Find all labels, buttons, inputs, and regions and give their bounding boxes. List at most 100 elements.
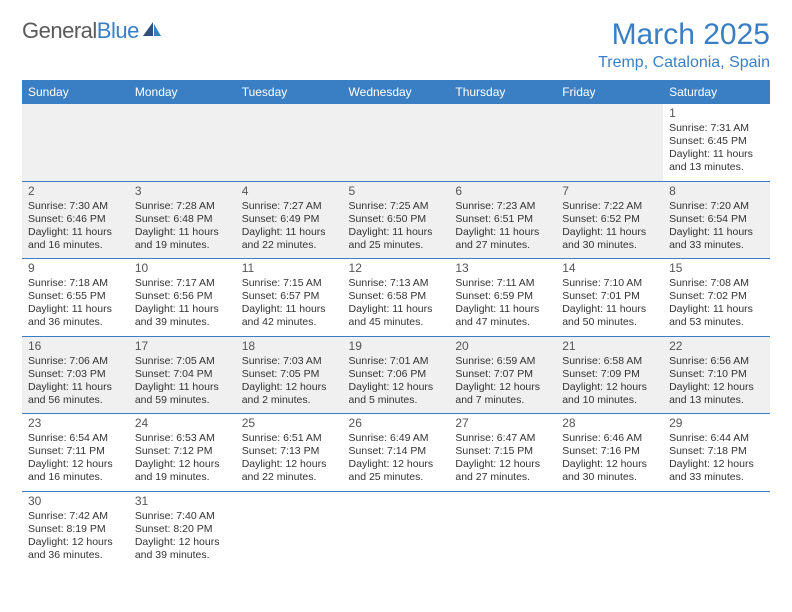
logo: GeneralBlue: [22, 18, 163, 44]
day-detail: Sunrise: 7:25 AMSunset: 6:50 PMDaylight:…: [349, 200, 444, 253]
day-number: 24: [135, 416, 230, 430]
day-detail: Sunrise: 7:22 AMSunset: 6:52 PMDaylight:…: [562, 200, 657, 253]
calendar-cell: 4 Sunrise: 7:27 AMSunset: 6:49 PMDaylight…: [236, 181, 343, 259]
day-number: 4: [242, 184, 337, 198]
calendar-cell: 21 Sunrise: 6:58 AMSunset: 7:09 PMDayligh…: [556, 336, 663, 414]
calendar-cell: 1Sunrise: 7:31 AMSunset: 6:45 PMDaylight…: [663, 104, 770, 181]
day-number: 5: [349, 184, 444, 198]
weekday-header: Thursday: [449, 80, 556, 104]
day-number: 11: [242, 261, 337, 275]
logo-part1: General: [22, 18, 97, 44]
calendar-cell-empty: [663, 491, 770, 568]
day-detail: Sunrise: 6:58 AMSunset: 7:09 PMDaylight:…: [562, 355, 657, 408]
day-detail: Sunrise: 7:11 AMSunset: 6:59 PMDaylight:…: [455, 277, 550, 330]
calendar-cell-empty: [449, 104, 556, 181]
weekday-header: Sunday: [22, 80, 129, 104]
day-detail: Sunrise: 7:28 AMSunset: 6:48 PMDaylight:…: [135, 200, 230, 253]
day-number: 12: [349, 261, 444, 275]
day-number: 25: [242, 416, 337, 430]
day-number: 9: [28, 261, 123, 275]
calendar-cell: 9 Sunrise: 7:18 AMSunset: 6:55 PMDaylight…: [22, 259, 129, 337]
calendar-cell: 19Sunrise: 7:01 AMSunset: 7:06 PMDayligh…: [343, 336, 450, 414]
month-title: March 2025: [598, 18, 770, 52]
header: GeneralBlue March 2025 Tremp, Catalonia,…: [22, 18, 770, 72]
calendar-cell: 31Sunrise: 7:40 AMSunset: 8:20 PMDayligh…: [129, 491, 236, 568]
day-detail: Sunrise: 7:27 AMSunset: 6:49 PMDaylight:…: [242, 200, 337, 253]
day-detail: Sunrise: 6:46 AMSunset: 7:16 PMDaylight:…: [562, 432, 657, 485]
day-detail: Sunrise: 7:03 AMSunset: 7:05 PMDaylight:…: [242, 355, 337, 408]
calendar-cell: 15Sunrise: 7:08 AMSunset: 7:02 PMDayligh…: [663, 259, 770, 337]
day-number: 7: [562, 184, 657, 198]
calendar-cell: 16 Sunrise: 7:06 AMSunset: 7:03 PMDayligh…: [22, 336, 129, 414]
calendar-cell: 26Sunrise: 6:49 AMSunset: 7:14 PMDayligh…: [343, 414, 450, 492]
day-detail: Sunrise: 7:10 AMSunset: 7:01 PMDaylight:…: [562, 277, 657, 330]
day-number: 29: [669, 416, 764, 430]
day-detail: Sunrise: 7:15 AMSunset: 6:57 PMDaylight:…: [242, 277, 337, 330]
day-detail: Sunrise: 6:54 AMSunset: 7:11 PMDaylight:…: [28, 432, 123, 485]
day-number: 6: [455, 184, 550, 198]
calendar-cell: 3 Sunrise: 7:28 AMSunset: 6:48 PMDaylight…: [129, 181, 236, 259]
calendar-row: 30Sunrise: 7:42 AMSunset: 8:19 PMDayligh…: [22, 491, 770, 568]
logo-part2: Blue: [97, 18, 139, 44]
sail-icon: [141, 18, 163, 44]
weekday-header: Monday: [129, 80, 236, 104]
day-number: 14: [562, 261, 657, 275]
calendar-cell: 23 Sunrise: 6:54 AMSunset: 7:11 PMDayligh…: [22, 414, 129, 492]
location: Tremp, Catalonia, Spain: [598, 54, 770, 72]
calendar-row: 16 Sunrise: 7:06 AMSunset: 7:03 PMDayligh…: [22, 336, 770, 414]
day-detail: Sunrise: 7:05 AMSunset: 7:04 PMDaylight:…: [135, 355, 230, 408]
calendar-cell: 20Sunrise: 6:59 AMSunset: 7:07 PMDayligh…: [449, 336, 556, 414]
calendar-cell: 22 Sunrise: 6:56 AMSunset: 7:10 PMDayligh…: [663, 336, 770, 414]
calendar-cell: 12 Sunrise: 7:13 AMSunset: 6:58 PMDayligh…: [343, 259, 450, 337]
calendar-cell: 5 Sunrise: 7:25 AMSunset: 6:50 PMDaylight…: [343, 181, 450, 259]
calendar-cell-empty: [556, 491, 663, 568]
day-detail: Sunrise: 7:01 AMSunset: 7:06 PMDaylight:…: [349, 355, 444, 408]
calendar-cell-empty: [236, 491, 343, 568]
day-detail: Sunrise: 6:59 AMSunset: 7:07 PMDaylight:…: [455, 355, 550, 408]
calendar-cell: 8 Sunrise: 7:20 AMSunset: 6:54 PMDaylight…: [663, 181, 770, 259]
calendar-cell: 11 Sunrise: 7:15 AMSunset: 6:57 PMDayligh…: [236, 259, 343, 337]
calendar-cell-empty: [22, 104, 129, 181]
day-number: 17: [135, 339, 230, 353]
weekday-header: Saturday: [663, 80, 770, 104]
calendar-cell: 6Sunrise: 7:23 AMSunset: 6:51 PMDaylight…: [449, 181, 556, 259]
calendar-header-row: SundayMondayTuesdayWednesdayThursdayFrid…: [22, 80, 770, 104]
day-detail: Sunrise: 7:20 AMSunset: 6:54 PMDaylight:…: [669, 200, 764, 253]
calendar-cell: 28Sunrise: 6:46 AMSunset: 7:16 PMDayligh…: [556, 414, 663, 492]
calendar-cell: 17 Sunrise: 7:05 AMSunset: 7:04 PMDayligh…: [129, 336, 236, 414]
calendar-cell: 18 Sunrise: 7:03 AMSunset: 7:05 PMDayligh…: [236, 336, 343, 414]
day-number: 10: [135, 261, 230, 275]
day-detail: Sunrise: 7:17 AMSunset: 6:56 PMDaylight:…: [135, 277, 230, 330]
day-number: 16: [28, 339, 123, 353]
calendar-cell: 13 Sunrise: 7:11 AMSunset: 6:59 PMDayligh…: [449, 259, 556, 337]
day-number: 1: [669, 106, 764, 120]
day-detail: Sunrise: 6:56 AMSunset: 7:10 PMDaylight:…: [669, 355, 764, 408]
day-detail: Sunrise: 7:42 AMSunset: 8:19 PMDaylight:…: [28, 510, 123, 563]
calendar-cell-empty: [236, 104, 343, 181]
day-number: 13: [455, 261, 550, 275]
day-detail: Sunrise: 7:08 AMSunset: 7:02 PMDaylight:…: [669, 277, 764, 330]
day-number: 8: [669, 184, 764, 198]
day-detail: Sunrise: 7:40 AMSunset: 8:20 PMDaylight:…: [135, 510, 230, 563]
calendar-cell: 30Sunrise: 7:42 AMSunset: 8:19 PMDayligh…: [22, 491, 129, 568]
day-detail: Sunrise: 6:53 AMSunset: 7:12 PMDaylight:…: [135, 432, 230, 485]
day-number: 18: [242, 339, 337, 353]
calendar-cell: 2Sunrise: 7:30 AMSunset: 6:46 PMDaylight…: [22, 181, 129, 259]
day-detail: Sunrise: 6:47 AMSunset: 7:15 PMDaylight:…: [455, 432, 550, 485]
day-number: 22: [669, 339, 764, 353]
day-detail: Sunrise: 7:13 AMSunset: 6:58 PMDaylight:…: [349, 277, 444, 330]
day-number: 21: [562, 339, 657, 353]
weekday-header: Wednesday: [343, 80, 450, 104]
day-number: 3: [135, 184, 230, 198]
day-detail: Sunrise: 7:18 AMSunset: 6:55 PMDaylight:…: [28, 277, 123, 330]
day-detail: Sunrise: 6:44 AMSunset: 7:18 PMDaylight:…: [669, 432, 764, 485]
weekday-header: Tuesday: [236, 80, 343, 104]
day-number: 23: [28, 416, 123, 430]
weekday-header: Friday: [556, 80, 663, 104]
calendar-row: 2Sunrise: 7:30 AMSunset: 6:46 PMDaylight…: [22, 181, 770, 259]
day-detail: Sunrise: 7:06 AMSunset: 7:03 PMDaylight:…: [28, 355, 123, 408]
calendar-table: SundayMondayTuesdayWednesdayThursdayFrid…: [22, 80, 770, 568]
calendar-cell: 7 Sunrise: 7:22 AMSunset: 6:52 PMDaylight…: [556, 181, 663, 259]
calendar-cell-empty: [556, 104, 663, 181]
calendar-cell-empty: [343, 104, 450, 181]
